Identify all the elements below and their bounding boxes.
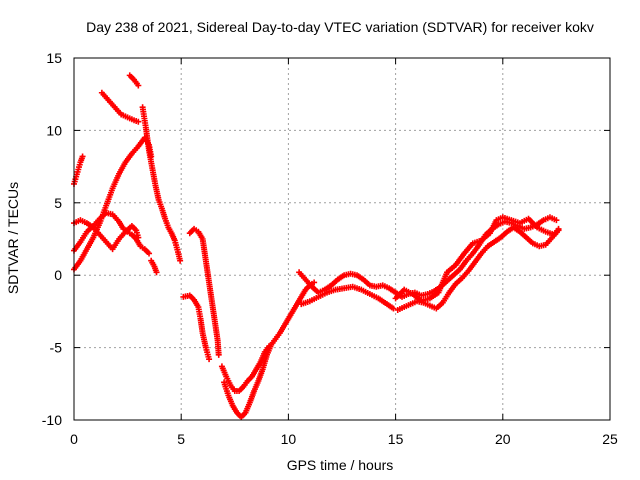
data-point [148, 153, 155, 160]
x-tick-label: 15 [388, 431, 404, 447]
y-tick-label: 15 [46, 50, 62, 66]
data-point [206, 356, 213, 363]
x-axis-label: GPS time / hours [287, 457, 394, 473]
data-point [135, 118, 142, 125]
data-point [555, 225, 562, 232]
data-points [71, 72, 562, 421]
x-tick-label: 0 [70, 431, 78, 447]
chart-title: Day 238 of 2021, Sidereal Day-to-day VTE… [86, 19, 594, 35]
data-point [553, 217, 560, 224]
x-tick-label: 25 [602, 431, 618, 447]
data-point [135, 234, 142, 241]
plot-area-border [73, 57, 611, 421]
data-point [135, 82, 142, 89]
y-tick-label: 10 [46, 122, 62, 138]
y-tick-label: 5 [54, 195, 62, 211]
y-tick-label: -10 [42, 412, 62, 428]
grid-lines [74, 58, 610, 420]
data-point [79, 153, 86, 160]
data-point [215, 351, 222, 358]
y-axis-label: SDTVAR / TECUs [5, 182, 21, 294]
x-tick-label: 5 [177, 431, 185, 447]
y-tick-label: 0 [54, 267, 62, 283]
data-point [390, 305, 397, 312]
x-tick-labels: 0 5 10 15 20 25 [70, 431, 618, 447]
data-point [177, 257, 184, 264]
data-point [311, 279, 318, 286]
x-tick-label: 20 [495, 431, 511, 447]
x-tick-label: 10 [281, 431, 297, 447]
data-point [153, 269, 160, 276]
y-tick-labels: -10 -5 0 5 10 15 [42, 50, 62, 428]
y-tick-label: -5 [50, 340, 63, 356]
axis-ticks [73, 57, 611, 421]
data-point [146, 250, 153, 257]
